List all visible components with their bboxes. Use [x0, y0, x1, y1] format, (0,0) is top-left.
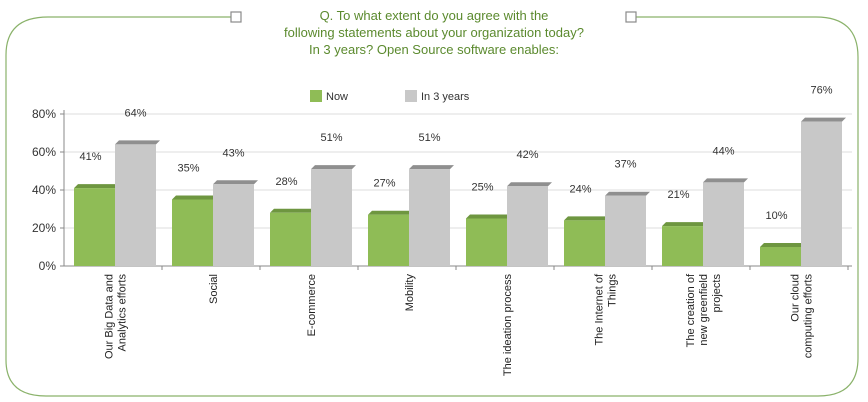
bar [662, 226, 703, 266]
border-corner-square-right [625, 11, 637, 23]
x-category-label: Analytics efforts [117, 274, 129, 352]
x-category-label: Things [607, 274, 619, 308]
bar-top [270, 208, 315, 213]
bar-top [703, 178, 748, 183]
data-label: 51% [418, 132, 440, 144]
bar-top [74, 184, 119, 189]
y-tick-label: 0% [39, 259, 57, 273]
bar [74, 188, 115, 266]
data-label: 27% [373, 178, 395, 190]
chart-title-line-1: Q. To what extent do you agree with the [319, 8, 549, 23]
data-label: 35% [177, 163, 199, 175]
y-tick-label: 40% [32, 183, 56, 197]
bar [564, 220, 605, 266]
bar-top [662, 222, 707, 227]
bar-top [115, 140, 160, 145]
data-label: 21% [667, 189, 689, 201]
data-label: 43% [222, 147, 244, 159]
legend-label: Now [326, 91, 348, 103]
bar [311, 169, 352, 266]
x-category-label: Our cloud [790, 274, 802, 322]
x-category-label: computing efforts [803, 274, 815, 359]
bar-top [564, 216, 609, 221]
legend-swatch [405, 90, 417, 102]
bar [801, 121, 842, 266]
bar-top [801, 117, 846, 122]
data-label: 42% [516, 149, 538, 161]
y-tick-label: 60% [32, 145, 56, 159]
data-label: 10% [765, 210, 787, 222]
legend-label: In 3 years [421, 91, 470, 103]
x-category-label: E-commerce [306, 274, 318, 336]
data-label: 51% [320, 132, 342, 144]
data-label: 25% [471, 182, 493, 194]
data-label: 37% [614, 159, 636, 171]
y-tick-label: 80% [32, 107, 56, 121]
data-label: 28% [275, 176, 297, 188]
bar [213, 184, 254, 266]
chart-title-line-2: following statements about your organiza… [284, 25, 584, 40]
bar [115, 144, 156, 266]
bar-top [605, 191, 650, 196]
chart-border [5, 16, 859, 397]
bar-top [409, 165, 454, 170]
x-category-label: Mobility [404, 274, 416, 312]
bar-top [172, 195, 217, 200]
x-category-label: projects [711, 274, 723, 313]
bar [270, 212, 311, 266]
bar-top [466, 214, 511, 219]
bar [507, 186, 548, 266]
bar-top [368, 210, 413, 215]
bar [466, 218, 507, 266]
bar [605, 195, 646, 266]
data-label: 64% [124, 107, 146, 119]
bar-top [311, 165, 356, 170]
data-label: 44% [712, 145, 734, 157]
bar [703, 182, 744, 266]
bar [409, 169, 450, 266]
x-category-label: The ideation process [502, 274, 514, 377]
legend-swatch [310, 90, 322, 102]
data-label: 24% [569, 183, 591, 195]
border-corner-square-left [230, 11, 242, 23]
chart-title-line-3: In 3 years? Open Source software enables… [308, 42, 560, 57]
x-category-label: The creation of [685, 273, 697, 347]
bar-top [213, 180, 258, 185]
bar [760, 247, 801, 266]
bar-top [507, 182, 552, 187]
plot-area: 0% 20% 40% 60% 80% Now In 3 years 41% 64% Our Big… [32, 85, 852, 377]
data-label: 76% [810, 85, 832, 97]
y-tick-label: 20% [32, 221, 56, 235]
x-category-label: new greenfield [698, 274, 710, 346]
bar [172, 199, 213, 266]
x-category-label: The Internet of [594, 273, 606, 345]
bar [368, 214, 409, 266]
x-category-label: Social [208, 274, 220, 304]
data-label: 41% [79, 151, 101, 163]
bar-top [760, 243, 805, 247]
x-category-label: Our Big Data and [104, 274, 116, 359]
